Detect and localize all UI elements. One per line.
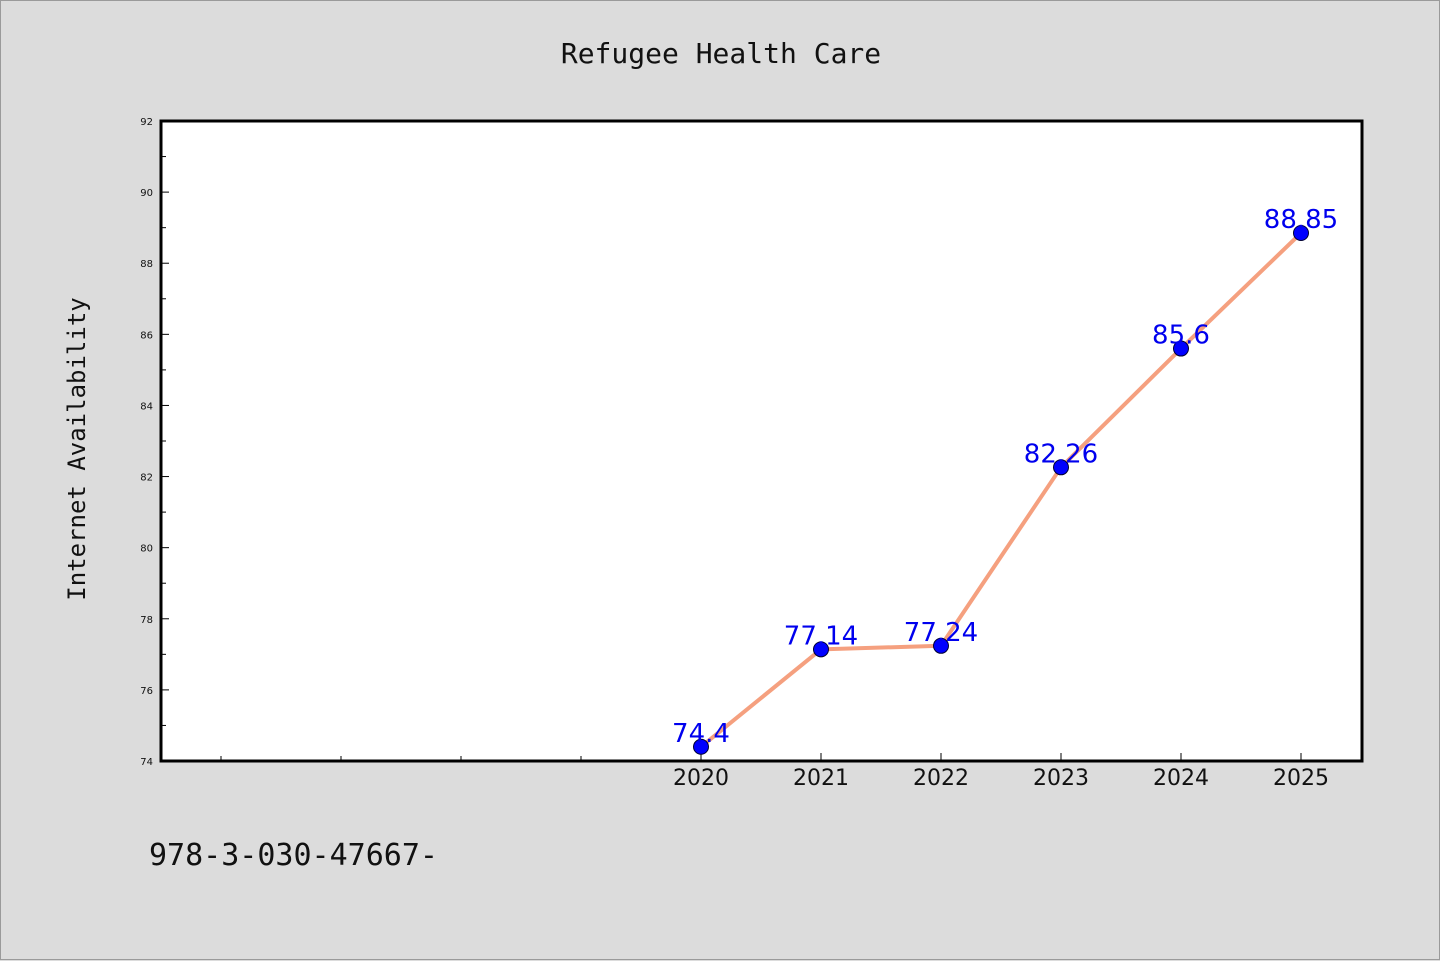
x-axis: 2020 2021 2022 2023 2024 2025 (220, 753, 1329, 791)
y-tick-label: 88 (140, 259, 153, 270)
data-value-label: 77.14 (784, 621, 858, 651)
chart-title: Refugee Health Care (561, 37, 881, 70)
y-tick-label: 92 (140, 117, 153, 128)
data-value-label: 82.26 (1024, 439, 1098, 469)
y-tick-label: 86 (140, 330, 153, 341)
x-tick-label: 2024 (1153, 766, 1209, 791)
y-tick-label: 90 (140, 188, 153, 199)
data-value-label: 85.6 (1152, 321, 1210, 351)
y-axis: 74 76 78 80 82 84 86 88 90 92 (140, 117, 169, 768)
x-tick-label: 2023 (1033, 766, 1089, 791)
data-value-label: 88.85 (1264, 205, 1338, 235)
x-tick-label: 2025 (1273, 766, 1329, 791)
x-tick-label: 2021 (793, 766, 849, 791)
data-point-marker (1293, 225, 1309, 241)
plot-area (161, 121, 1362, 761)
data-value-label: 77.24 (904, 618, 978, 648)
y-tick-label: 76 (140, 686, 153, 697)
y-tick-label: 80 (140, 544, 153, 555)
y-axis-label: Internet Availability (63, 297, 91, 600)
y-tick-label: 82 (140, 473, 153, 484)
series-group: 74.4 77.14 77.24 82.26 85.6 88.85 (672, 205, 1338, 755)
data-point-marker (693, 738, 709, 755)
data-point-marker (1053, 459, 1069, 476)
x-tick-label: 2022 (913, 766, 969, 791)
x-tick-label: 2020 (673, 766, 729, 791)
y-tick-label: 78 (140, 615, 153, 626)
data-value-label: 74.4 (672, 719, 730, 749)
data-point-marker (933, 637, 949, 654)
footer-isbn-text: 978-3-030-47667- (149, 838, 438, 873)
data-point-marker (1173, 340, 1189, 357)
series-line (699, 231, 1303, 749)
plot-border (159, 119, 1364, 763)
y-tick-label: 84 (140, 401, 153, 412)
y-tick-label: 74 (140, 757, 153, 768)
data-point-marker (813, 641, 829, 658)
